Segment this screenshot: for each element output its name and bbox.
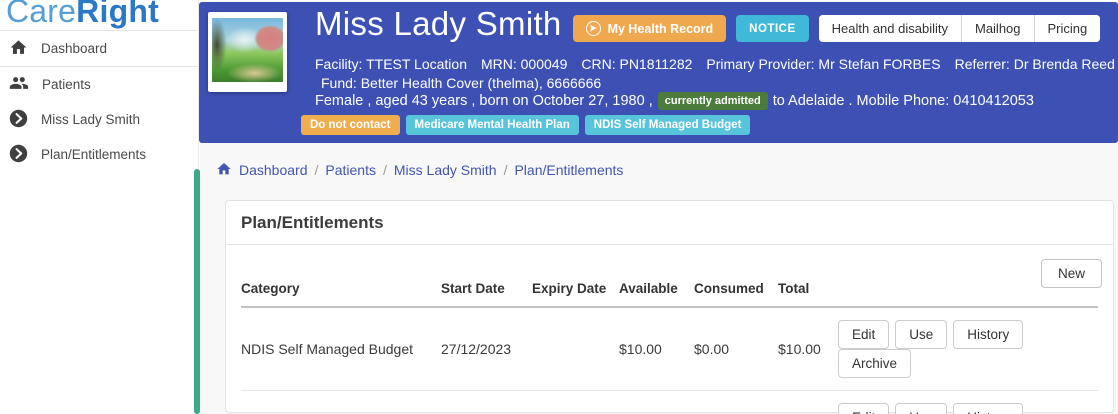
- table-header-row: Category Start Date Expiry Date Availabl…: [241, 275, 1098, 308]
- do-not-contact-badge: Do not contact: [301, 115, 400, 135]
- sidebar-item-plan-entitlements[interactable]: Plan/Entitlements: [0, 137, 198, 172]
- mailhog-button[interactable]: Mailhog: [960, 15, 1034, 42]
- col-expiry-date: Expiry Date: [532, 275, 619, 308]
- cell-total: 10: [778, 390, 838, 414]
- patient-details-line: Facility: TTEST Location MRN: 000049 CRN: …: [315, 56, 1118, 72]
- cell-available: $10.00: [619, 307, 694, 391]
- breadcrumb-separator: /: [503, 161, 508, 178]
- ndis-budget-badge: NDIS Self Managed Budget: [584, 115, 751, 135]
- col-consumed: Consumed: [694, 275, 778, 308]
- patients-icon: [9, 73, 29, 96]
- cell-expiry-date: [532, 390, 619, 414]
- crn-value: CRN: PN1811282: [581, 56, 693, 72]
- history-button[interactable]: History: [953, 320, 1024, 349]
- sidebar-divider: [0, 30, 198, 31]
- table-row: NDIS Self Managed Budget 27/12/2023 $10.…: [241, 307, 1098, 391]
- edit-button[interactable]: Edit: [838, 403, 890, 414]
- logo-part-right: Right: [76, 0, 159, 29]
- chevron-circle-icon: [9, 109, 28, 131]
- entitlements-table: Category Start Date Expiry Date Availabl…: [241, 275, 1098, 414]
- demographics-prefix: Female , aged 43 years , born on October…: [315, 93, 653, 109]
- home-icon: [9, 38, 28, 60]
- arrow-circle-icon: ➤: [585, 21, 601, 36]
- cell-consumed: $0.00: [694, 307, 778, 391]
- use-button[interactable]: Use: [895, 403, 948, 414]
- col-total: Total: [778, 275, 838, 308]
- cell-expiry-date: [532, 307, 619, 391]
- breadcrumb-home-icon[interactable]: [216, 161, 232, 178]
- breadcrumb-separator: /: [382, 161, 387, 178]
- medicare-plan-badge: Medicare Mental Health Plan: [405, 115, 579, 135]
- sidebar-item-label: Miss Lady Smith: [41, 112, 141, 127]
- cell-start-date: 05/12/2023: [441, 390, 532, 414]
- col-category: Category: [241, 275, 441, 308]
- cell-category: Medicare Mental Health Plan: [241, 390, 441, 414]
- notice-button[interactable]: NOTICE: [736, 15, 809, 42]
- sidebar-item-patients[interactable]: Patients: [0, 67, 198, 102]
- patient-name: Miss Lady Smith: [315, 5, 562, 42]
- sidebar-item-label: Patients: [42, 77, 91, 92]
- health-and-disability-button[interactable]: Health and disability: [818, 15, 961, 42]
- breadcrumb: Dashboard / Patients / Miss Lady Smith /…: [216, 161, 623, 178]
- careright-logo[interactable]: CareRight: [0, 0, 198, 30]
- primary-provider-value: Primary Provider: Mr Stefan FORBES: [706, 56, 941, 72]
- breadcrumb-separator: /: [314, 161, 319, 178]
- demographics-line: Female , aged 43 years , born on October…: [315, 92, 1034, 111]
- archive-button[interactable]: Archive: [838, 349, 912, 378]
- breadcrumb-link-patients[interactable]: Patients: [325, 161, 376, 178]
- sidebar-item-dashboard[interactable]: Dashboard: [0, 31, 198, 66]
- sidebar-item-label: Dashboard: [41, 41, 108, 56]
- logo-part-care: Care: [6, 0, 77, 29]
- col-start-date: Start Date: [441, 275, 532, 308]
- table-row: Medicare Mental Health Plan 05/12/2023 7…: [241, 390, 1098, 414]
- sidebar-accent-strip: [194, 169, 200, 414]
- cell-category: NDIS Self Managed Budget: [241, 307, 441, 391]
- sidebar-item-miss-lady-smith[interactable]: Miss Lady Smith: [0, 102, 198, 137]
- edit-button[interactable]: Edit: [838, 320, 890, 349]
- patient-badges: Do not contact Medicare Mental Health Pl…: [301, 115, 751, 135]
- header-nav-group: Health and disability Mailhog Pricing: [818, 15, 1101, 42]
- sidebar: CareRight Dashboard Patients Miss Lady S…: [0, 0, 199, 414]
- breadcrumb-link-plan-entitlements[interactable]: Plan/Entitlements: [514, 161, 624, 178]
- chevron-circle-icon: [9, 144, 28, 166]
- plan-entitlements-card: Plan/Entitlements New Category Start Dat…: [225, 200, 1114, 414]
- patient-photo-image: [212, 18, 283, 82]
- sidebar-divider: [0, 66, 198, 67]
- cell-total: $10.00: [778, 307, 838, 391]
- demographics-suffix: to Adelaide . Mobile Phone: 0410412053: [772, 93, 1034, 109]
- history-button[interactable]: History: [953, 403, 1024, 414]
- my-health-record-button[interactable]: ➤ My Health Record: [572, 15, 727, 42]
- cell-consumed: 3: [694, 390, 778, 414]
- referrer-value: Referrer: Dr Brenda Reed (): [954, 56, 1118, 72]
- new-button[interactable]: New: [1040, 259, 1102, 288]
- col-available: Available: [619, 275, 694, 308]
- cell-start-date: 27/12/2023: [441, 307, 532, 391]
- mrn-value: MRN: 000049: [480, 56, 568, 72]
- cell-available: 7: [619, 390, 694, 414]
- breadcrumb-link-dashboard[interactable]: Dashboard: [239, 161, 308, 178]
- currently-admitted-badge: currently admitted: [657, 92, 768, 110]
- fund-line: Fund: Better Health Cover (thelma), 6666…: [321, 75, 602, 91]
- main-content: Dashboard / Patients / Miss Lady Smith /…: [200, 143, 1118, 414]
- use-button[interactable]: Use: [895, 320, 948, 349]
- breadcrumb-link-patient[interactable]: Miss Lady Smith: [393, 161, 497, 178]
- patient-header: Miss Lady Smith ➤ My Health Record NOTIC…: [199, 2, 1118, 143]
- pricing-button[interactable]: Pricing: [1033, 15, 1101, 42]
- card-title: Plan/Entitlements: [226, 201, 1113, 245]
- sidebar-item-label: Plan/Entitlements: [41, 147, 147, 162]
- patient-photo: [208, 12, 287, 92]
- facility-value: Facility: TTEST Location: [315, 56, 467, 72]
